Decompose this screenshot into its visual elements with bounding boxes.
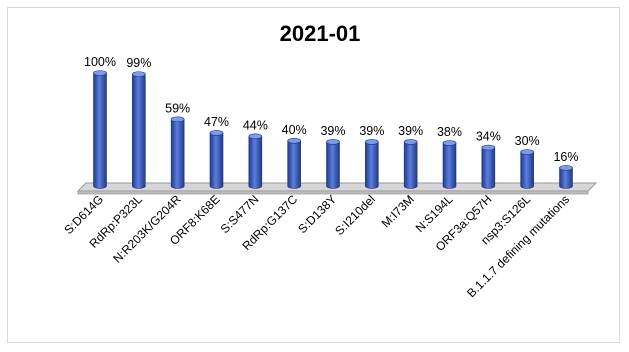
bar-top <box>132 71 146 77</box>
bar <box>132 71 146 189</box>
chart-frame <box>7 7 620 343</box>
bar-top <box>559 165 573 171</box>
bar <box>93 70 107 189</box>
data-label: 59% <box>165 101 190 115</box>
bar <box>209 130 224 189</box>
bar-top <box>326 139 340 145</box>
data-label: 39% <box>359 124 384 138</box>
data-label: 39% <box>398 124 423 138</box>
bar-body <box>442 142 457 189</box>
data-label: 100% <box>84 55 116 69</box>
bar <box>520 149 534 189</box>
bar-top <box>520 149 534 155</box>
category-labels-group: S:D614GRdRp:P323LN:R203K/G204RORF8:K68ES… <box>61 192 572 300</box>
bar-top <box>287 138 301 144</box>
bar-top <box>442 140 457 146</box>
bar <box>287 138 301 189</box>
data-labels-group: 100% 99% 59% 47% 44% 40% 39% 39% 39% 38% 34% 30% 16% <box>84 55 579 164</box>
data-label: 39% <box>320 124 345 138</box>
data-label: 30% <box>515 134 540 148</box>
bar <box>442 140 457 189</box>
bar <box>248 133 263 189</box>
bar-body <box>326 141 340 189</box>
bar-body <box>132 73 146 189</box>
data-label: 44% <box>243 118 268 132</box>
bar-body <box>365 141 379 189</box>
bar-body <box>520 151 534 189</box>
bar-body <box>481 147 496 189</box>
bar-top <box>209 130 224 136</box>
bar-body <box>248 135 263 189</box>
bar-top <box>93 70 107 76</box>
bar <box>365 139 379 189</box>
bar-top <box>170 116 185 123</box>
data-label: 16% <box>553 150 578 164</box>
bar-body <box>209 132 224 189</box>
bar <box>170 116 185 189</box>
data-label: 38% <box>437 125 462 139</box>
chart-title: 2021-01 <box>280 21 361 46</box>
data-label: 47% <box>204 115 229 129</box>
bar <box>326 139 340 189</box>
data-label: 34% <box>476 130 501 144</box>
bar-body <box>287 140 301 189</box>
bar-top <box>403 139 418 145</box>
category-label: M:I73M <box>379 192 417 230</box>
bar-body <box>559 167 573 189</box>
category-label: S:I210del <box>332 192 378 238</box>
bar-body <box>170 119 185 189</box>
floor-front <box>77 190 589 195</box>
bar <box>403 139 418 189</box>
bar-top <box>365 139 379 145</box>
category-label: N:R203K/G204R <box>110 192 184 266</box>
bar <box>481 144 496 189</box>
bar-top <box>481 144 496 151</box>
data-label: 99% <box>126 56 151 70</box>
bar-top <box>248 133 263 140</box>
bars-group <box>93 70 573 189</box>
bar-body <box>403 141 418 189</box>
bar-body <box>93 72 107 189</box>
data-label: 40% <box>282 123 307 137</box>
bar <box>559 165 573 189</box>
